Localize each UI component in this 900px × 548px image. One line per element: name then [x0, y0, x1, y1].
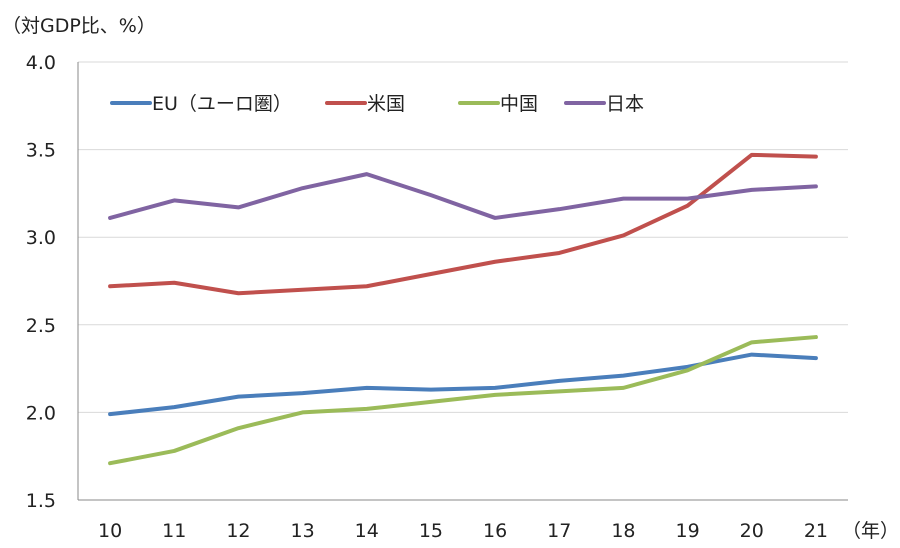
x-tick-label: 18 [611, 520, 635, 542]
x-tick-label: 15 [419, 520, 443, 542]
legend-label: EU（ユーロ圏） [152, 93, 292, 115]
x-tick-label: 20 [740, 520, 764, 542]
x-axis-label: （年） [842, 520, 899, 542]
x-tick-label: 14 [355, 520, 379, 542]
x-tick-label: 11 [162, 520, 186, 542]
x-tick-label: 10 [98, 520, 122, 542]
legend-label: 中国 [500, 93, 538, 115]
y-tick-label: 4.0 [26, 52, 56, 74]
series-line [108, 152, 818, 296]
series-line [108, 335, 818, 466]
legend-item: 中国 [458, 93, 538, 115]
x-tick-label: 13 [290, 520, 314, 542]
y-tick-label: 2.0 [26, 402, 56, 424]
x-tick-label: 19 [675, 520, 699, 542]
series-line [108, 352, 818, 417]
x-tick-label: 12 [226, 520, 250, 542]
legend-item: EU（ユーロ圏） [110, 93, 292, 115]
y-tick-label: 3.5 [26, 140, 56, 162]
legend-label: 米国 [367, 93, 405, 115]
legend-label: 日本 [606, 93, 644, 115]
y-tick-label: 1.5 [26, 490, 56, 512]
y-tick-label: 2.5 [26, 315, 56, 337]
legend-item: 日本 [564, 93, 644, 115]
x-tick-label: 17 [547, 520, 571, 542]
y-tick-label: 3.0 [26, 227, 56, 249]
series-line [108, 172, 818, 220]
legend-item: 米国 [325, 93, 405, 115]
x-tick-label: 21 [804, 520, 828, 542]
y-axis-label: （対GDP比、%） [2, 15, 156, 37]
x-tick-label: 16 [483, 520, 507, 542]
